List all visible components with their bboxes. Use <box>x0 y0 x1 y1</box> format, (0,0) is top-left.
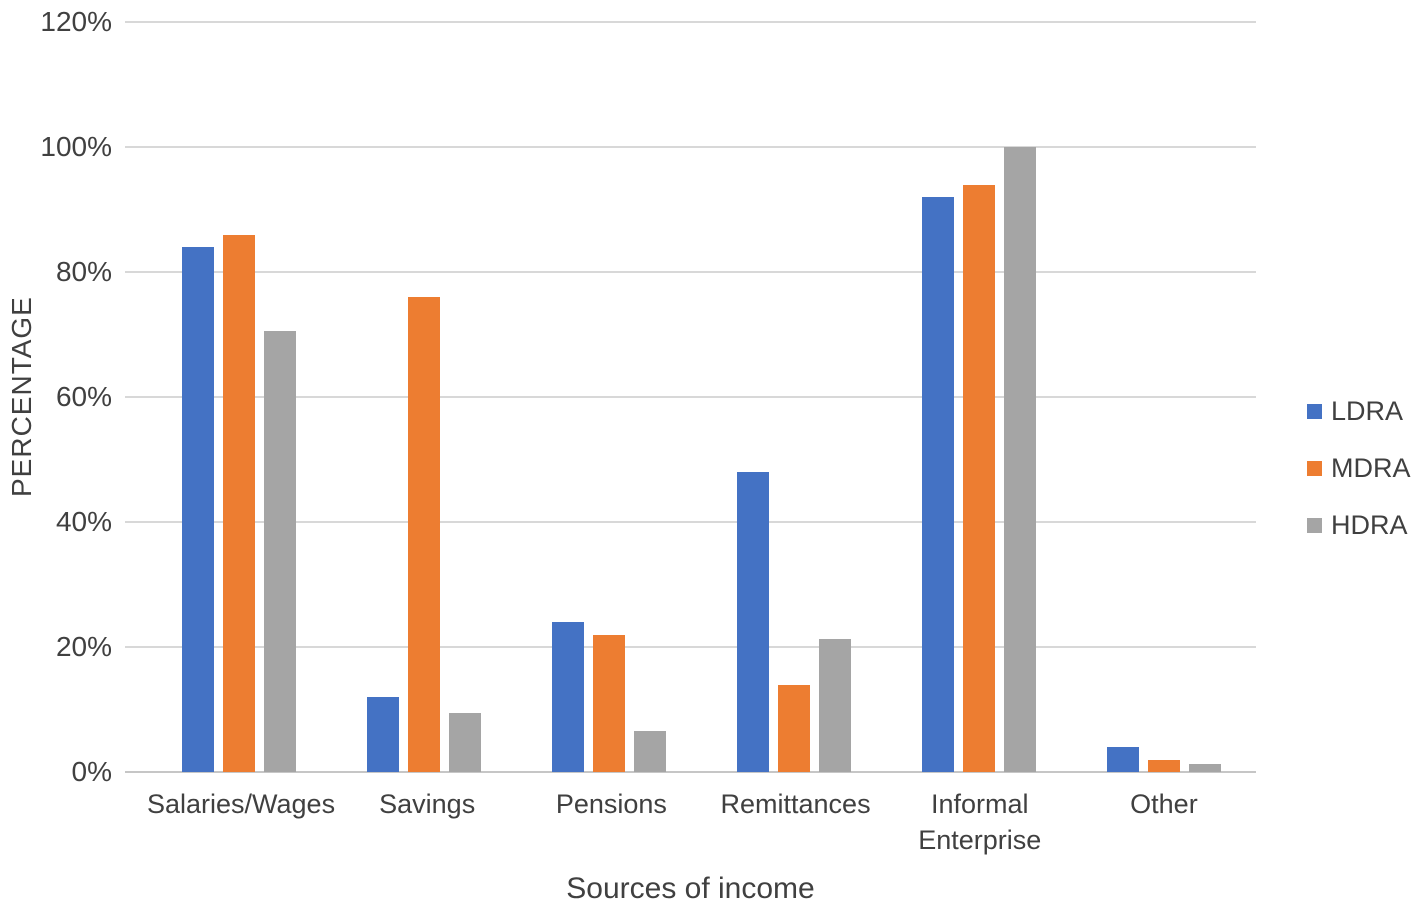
x-category-label-3: Remittances <box>720 789 871 819</box>
x-category-slot-1: Savings <box>335 786 519 859</box>
bar-mdra-1 <box>408 297 441 772</box>
gridline-40 <box>125 521 1256 523</box>
bar-mdra-3 <box>777 684 810 772</box>
bar-ldra-1 <box>367 697 400 772</box>
gridline-20 <box>125 646 1256 648</box>
legend-swatch-ldra <box>1307 404 1322 419</box>
bar-group-1 <box>332 22 517 772</box>
bar-hdra-1 <box>449 712 482 772</box>
y-tick-label-20: 20% <box>55 631 112 662</box>
y-tick-label-0: 0% <box>71 756 112 787</box>
x-category-label-5: Other <box>1130 789 1198 819</box>
bar-mdra-4 <box>962 184 995 772</box>
y-tick-label-60: 60% <box>55 381 112 412</box>
x-category-slot-5: Other <box>1072 786 1256 859</box>
bar-hdra-2 <box>634 731 667 772</box>
gridline-80 <box>125 271 1256 273</box>
x-category-slot-2: Pensions <box>519 786 703 859</box>
bar-group-5 <box>1071 22 1256 772</box>
bar-ldra-2 <box>552 622 585 772</box>
bar-hdra-4 <box>1003 147 1036 772</box>
y-tick-label-80: 80% <box>55 256 112 287</box>
gridline-120 <box>125 21 1256 23</box>
legend-item-hdra: HDRA <box>1307 510 1411 541</box>
gridline-100 <box>125 146 1256 148</box>
bar-ldra-0 <box>182 247 215 772</box>
bar-group-4 <box>886 22 1071 772</box>
y-tick-label-120: 120% <box>40 6 112 37</box>
bar-ldra-5 <box>1106 747 1139 772</box>
x-axis-title: Sources of income <box>566 872 815 905</box>
x-category-slot-4: Informal Enterprise <box>888 786 1072 859</box>
bar-group-0 <box>147 22 332 772</box>
legend-item-mdra: MDRA <box>1307 453 1411 484</box>
legend-swatch-hdra <box>1307 518 1322 533</box>
bar-mdra-0 <box>223 234 256 772</box>
legend-label-mdra: MDRA <box>1331 453 1411 483</box>
bar-hdra-3 <box>818 638 851 772</box>
x-category-label-1: Savings <box>379 789 476 819</box>
legend-swatch-mdra <box>1307 461 1322 476</box>
x-category-slot-3: Remittances <box>703 786 887 859</box>
x-category-slot-0: Salaries/Wages <box>147 786 335 859</box>
y-tick-label-40: 40% <box>55 506 112 537</box>
bar-hdra-0 <box>264 331 297 772</box>
bar-mdra-2 <box>593 634 626 772</box>
plot-area: 0% 20% 40% 60% 80% 100% 120% <box>40 6 1256 787</box>
bar-ldra-3 <box>736 472 769 772</box>
legend-item-ldra: LDRA <box>1307 396 1411 427</box>
y-tick-label-100: 100% <box>40 131 112 162</box>
legend-label-hdra: HDRA <box>1331 510 1408 540</box>
bar-mdra-5 <box>1147 759 1180 772</box>
bar-ldra-4 <box>921 197 954 772</box>
bar-hdra-5 <box>1188 763 1221 772</box>
legend-label-ldra: LDRA <box>1331 396 1404 426</box>
x-axis-category-labels: Salaries/Wages Savings Pensions Remittances… <box>125 786 1256 859</box>
x-axis-line <box>125 771 1256 773</box>
x-category-label-4: Informal Enterprise <box>918 789 1042 856</box>
y-axis-title: PERCENTAGE <box>6 296 37 498</box>
gridline-60 <box>125 396 1256 398</box>
bar-group-2 <box>517 22 702 772</box>
legend: LDRA MDRA HDRA <box>1307 396 1411 541</box>
bar-group-3 <box>701 22 886 772</box>
x-category-label-0: Salaries/Wages <box>147 789 336 819</box>
bars-layer <box>125 22 1256 772</box>
x-category-label-2: Pensions <box>555 789 667 819</box>
